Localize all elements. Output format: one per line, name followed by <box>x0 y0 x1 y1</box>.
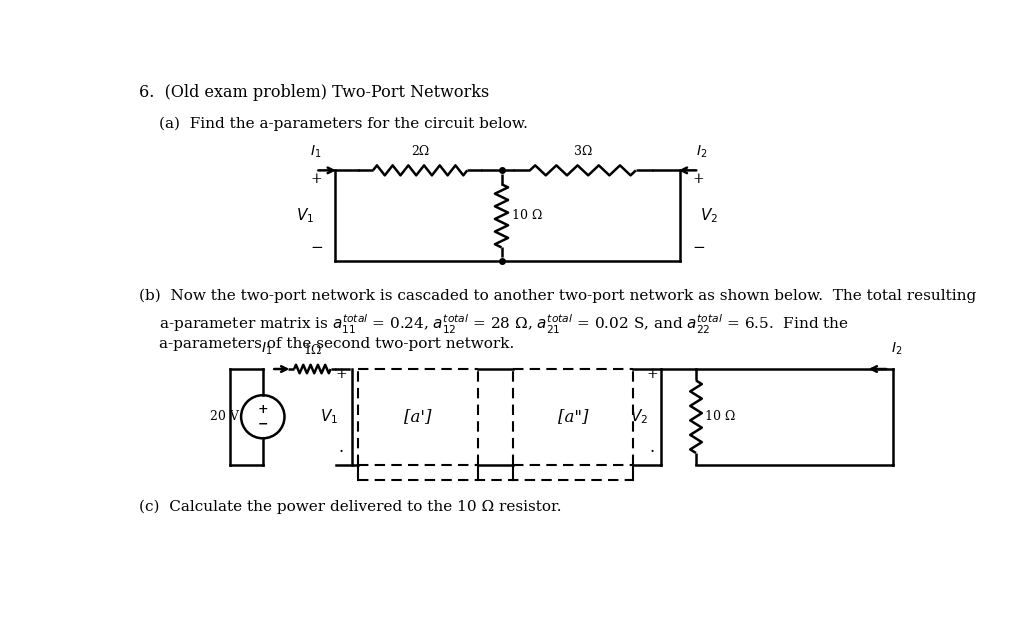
Text: 2Ω: 2Ω <box>411 145 429 158</box>
Text: +: + <box>692 172 704 187</box>
Text: $I_2$: $I_2$ <box>891 341 902 358</box>
Text: 6.  (Old exam problem) Two-Port Networks: 6. (Old exam problem) Two-Port Networks <box>139 84 489 101</box>
Text: +: + <box>311 172 322 187</box>
Text: (b)  Now the two-port network is cascaded to another two-port network as shown b: (b) Now the two-port network is cascaded… <box>139 288 976 303</box>
Text: −: − <box>692 241 704 255</box>
Text: 1Ω: 1Ω <box>304 344 321 358</box>
Text: ·: · <box>650 444 655 461</box>
Text: $V_1$: $V_1$ <box>296 207 315 225</box>
Text: $V_2$: $V_2$ <box>700 207 718 225</box>
Text: $I_1$: $I_1$ <box>261 341 272 358</box>
Text: +: + <box>646 368 658 381</box>
Text: 20 V: 20 V <box>209 410 238 423</box>
Text: $I_2$: $I_2$ <box>696 143 708 160</box>
Text: +: + <box>258 402 268 416</box>
Text: −: − <box>310 241 322 255</box>
Text: 10 Ω: 10 Ω <box>513 209 543 222</box>
Text: +: + <box>336 368 347 381</box>
Text: $V_1$: $V_1$ <box>319 407 338 426</box>
Text: a-parameter matrix is $a_{11}^{total}$ = 0.24, $a_{12}^{total}$ = 28 Ω, $a_{21}^: a-parameter matrix is $a_{11}^{total}$ =… <box>159 313 848 336</box>
Text: $V_2$: $V_2$ <box>630 407 649 426</box>
Text: ·: · <box>339 444 344 461</box>
Text: −: − <box>258 418 268 431</box>
Text: (c)  Calculate the power delivered to the 10 Ω resistor.: (c) Calculate the power delivered to the… <box>139 500 562 514</box>
Text: 10 Ω: 10 Ω <box>706 410 736 423</box>
Text: (a)  Find the a-parameters for the circuit below.: (a) Find the a-parameters for the circui… <box>159 117 527 131</box>
Text: $I_1$: $I_1$ <box>310 143 321 160</box>
Text: [a']: [a'] <box>404 408 432 426</box>
Text: [a"]: [a"] <box>558 408 588 426</box>
Text: 3Ω: 3Ω <box>574 145 592 158</box>
Text: a-parameters of the second two-port network.: a-parameters of the second two-port netw… <box>159 338 514 351</box>
